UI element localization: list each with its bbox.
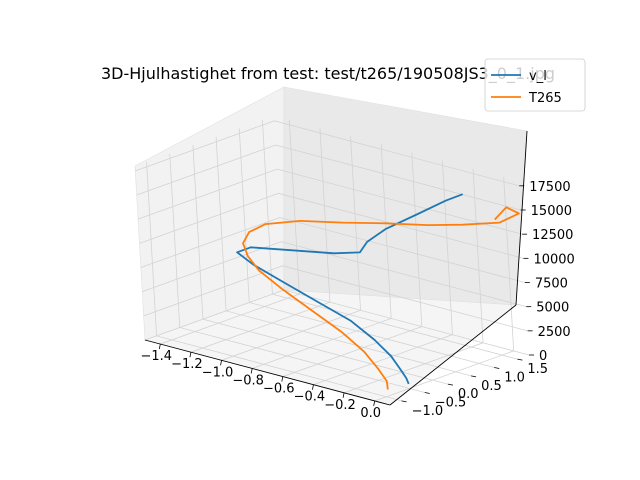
data-series <box>236 193 520 390</box>
legend: v_l T265 <box>484 58 586 112</box>
x-tick-mark <box>250 368 253 374</box>
z-axis-line <box>515 130 528 306</box>
x-tick-label: −1.2 <box>171 357 203 372</box>
chart-title: 3D-Hjulhastighet from test: test/t265/19… <box>101 64 555 84</box>
y-tick-label: 0.5 <box>481 379 502 394</box>
x-tick-label: −0.4 <box>294 390 326 405</box>
x-tick-mark <box>281 376 284 382</box>
legend-label-t265: T265 <box>528 91 562 106</box>
x-tick-mark <box>189 352 192 358</box>
grid-lines <box>135 120 530 402</box>
x-tick-mark <box>220 360 222 366</box>
z-gridline <box>139 192 524 259</box>
axis-ticks: −1.4−1.2−1.0−0.8−0.6−0.4−0.20.0 −1.0−0.50… <box>141 180 575 421</box>
z-gridline <box>137 168 523 235</box>
z-tick-label: 12500 <box>532 228 573 243</box>
z-tick-label: 0 <box>539 349 547 364</box>
z-tick-label: 17500 <box>529 180 570 195</box>
z-gridline <box>136 144 521 211</box>
z-tick-label: 15000 <box>531 204 572 219</box>
x-tick-label: 0.0 <box>360 406 381 421</box>
z-gridline <box>140 217 525 283</box>
y-axis-line <box>389 304 517 406</box>
z-tick-label: 2500 <box>538 325 571 340</box>
z-tick-label: 7500 <box>535 277 568 292</box>
y-tick-mark <box>447 383 453 386</box>
z-gridline <box>142 241 527 308</box>
x-axis-line <box>144 339 391 406</box>
axes-panes <box>134 86 528 406</box>
series-line-v-l <box>236 193 464 385</box>
x-tick-label: −0.8 <box>232 373 264 388</box>
z-tick-label: 10000 <box>533 252 574 267</box>
y-tick-mark <box>471 375 477 378</box>
y-tick-mark <box>424 392 430 394</box>
y-tick-mark <box>517 358 523 361</box>
x-tick-mark <box>373 400 376 407</box>
x-tick-label: −1.4 <box>141 349 173 364</box>
x-tick-mark <box>312 384 314 390</box>
z-tick-label: 5000 <box>536 301 569 316</box>
y-tick-mark <box>494 367 500 369</box>
y-tick-label: 1.5 <box>527 362 548 377</box>
y-tick-label: 1.0 <box>504 371 525 386</box>
z-gridline <box>143 265 528 332</box>
x-tick-mark <box>158 343 161 350</box>
legend-label-v_l: v_l <box>529 69 547 84</box>
y-tick-label: 0.0 <box>458 387 479 402</box>
axis-lines <box>144 130 528 406</box>
x-tick-mark <box>342 392 345 398</box>
x-tick-label: −1.0 <box>202 365 234 380</box>
series-line-t265 <box>242 206 520 390</box>
legend-box <box>484 58 586 112</box>
x-tick-label: −0.6 <box>263 382 295 397</box>
x-tick-label: −0.2 <box>324 398 356 413</box>
y-tick-label: −1.0 <box>412 404 444 419</box>
z-gridline <box>135 120 520 187</box>
y-tick-label: −0.5 <box>435 396 467 411</box>
y-tick-mark <box>401 400 407 403</box>
